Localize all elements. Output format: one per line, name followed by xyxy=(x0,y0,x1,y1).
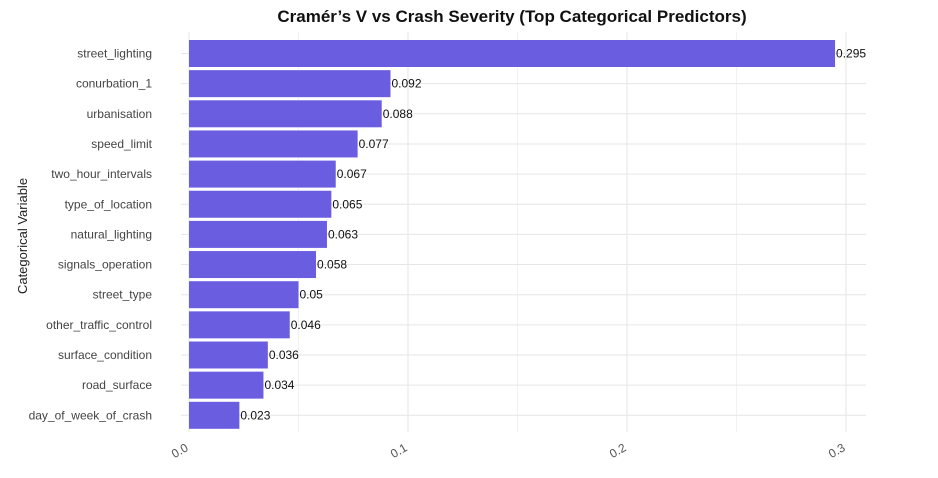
value-label: 0.088 xyxy=(383,107,413,121)
category-label: surface_condition xyxy=(58,348,152,362)
category-label: street_lighting xyxy=(77,47,152,61)
bar-type_of_location xyxy=(189,190,332,218)
value-label: 0.034 xyxy=(264,378,294,392)
category-label: road_surface xyxy=(82,378,152,392)
category-label: conurbation_1 xyxy=(76,77,152,91)
x-tick-label: 0.1 xyxy=(388,440,410,461)
y-axis-label: Categorical Variable xyxy=(15,178,30,294)
value-label: 0.058 xyxy=(317,258,347,272)
bar-two_hour_intervals xyxy=(189,160,336,188)
value-labels: 0.295 0.092 0.088 0.077 0.067 0.065 0.063 0.058… xyxy=(240,47,866,423)
value-label: 0.063 xyxy=(328,227,358,241)
value-label: 0.065 xyxy=(332,197,362,211)
bar-signals_operation xyxy=(189,251,317,279)
category-labels: street_lighting conurbation_1 urbanisation… xyxy=(29,47,153,423)
bars xyxy=(189,40,836,429)
value-label: 0.036 xyxy=(269,348,299,362)
value-label: 0.092 xyxy=(391,77,421,91)
category-label: other_traffic_control xyxy=(46,318,152,332)
chart-title: Cramér’s V vs Crash Severity (Top Catego… xyxy=(277,7,746,26)
value-label: 0.067 xyxy=(337,167,367,181)
value-label: 0.295 xyxy=(836,47,866,61)
bar-surface_condition xyxy=(189,341,268,369)
value-label: 0.05 xyxy=(300,288,324,302)
category-label: day_of_week_of_crash xyxy=(29,408,152,422)
x-tick-label: 0.3 xyxy=(826,440,848,461)
category-label: street_type xyxy=(93,288,153,302)
category-label: speed_limit xyxy=(91,137,152,151)
category-label: signals_operation xyxy=(58,258,152,272)
bar-street_lighting xyxy=(189,40,836,67)
value-label: 0.077 xyxy=(359,137,389,151)
bar-day_of_week_of_crash xyxy=(189,401,240,429)
bar-speed_limit xyxy=(189,130,358,158)
value-label: 0.023 xyxy=(240,408,270,422)
bar-conurbation_1 xyxy=(189,70,391,98)
value-label: 0.046 xyxy=(291,318,321,332)
bar-road_surface xyxy=(189,371,264,399)
category-label: natural_lighting xyxy=(71,227,152,241)
bar-other_traffic_control xyxy=(189,311,290,339)
category-label: urbanisation xyxy=(87,107,152,121)
x-tick-label: 0.0 xyxy=(169,440,191,461)
x-tick-label: 0.2 xyxy=(607,440,629,461)
category-label: type_of_location xyxy=(65,197,152,211)
bar-urbanisation xyxy=(189,100,382,128)
x-tick-labels: 0.0 0.1 0.2 0.3 xyxy=(169,440,848,461)
bar-street_type xyxy=(189,281,299,309)
bar-natural_lighting xyxy=(189,220,327,248)
category-label: two_hour_intervals xyxy=(51,167,152,181)
